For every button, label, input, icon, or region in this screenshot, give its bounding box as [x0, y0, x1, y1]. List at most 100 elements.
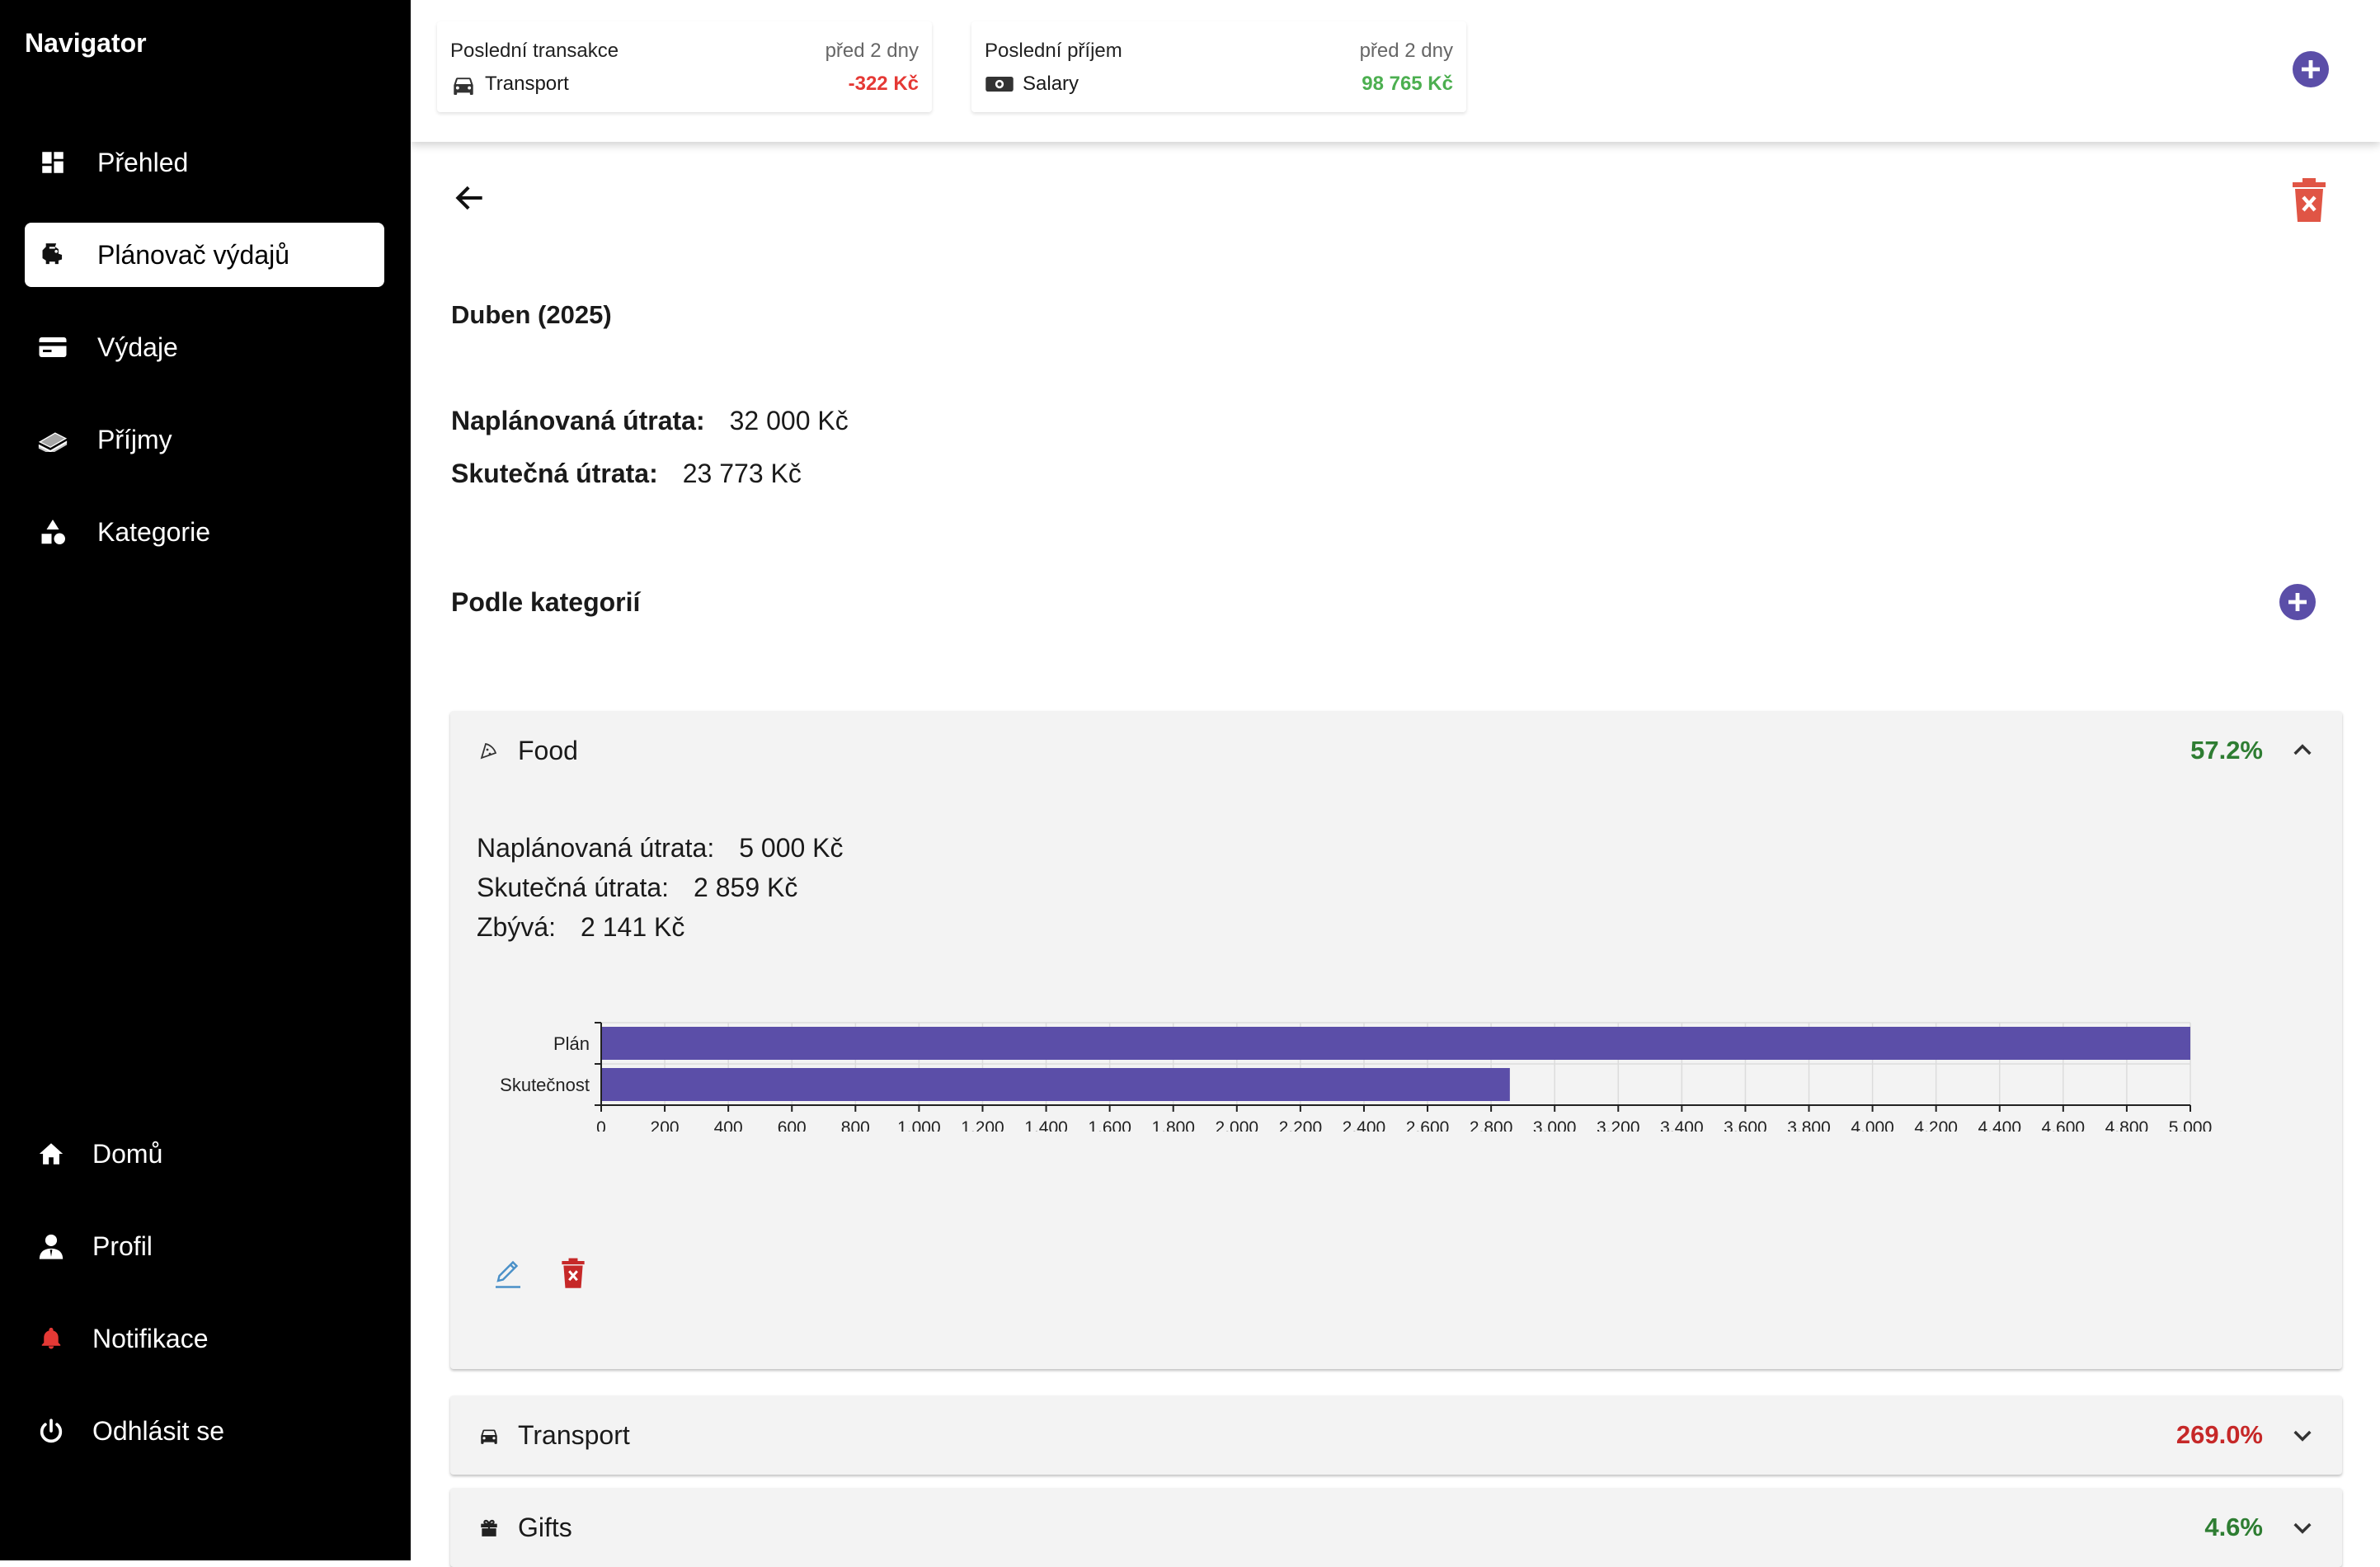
arrow-left-icon: [455, 186, 482, 210]
detail-value: 5 000 Kč: [739, 833, 844, 863]
category-percent: 57.2%: [2190, 736, 2263, 765]
category-panel-gifts: Gifts 4.6%: [450, 1488, 2342, 1567]
x-tick-label: 1,600: [1088, 1118, 1131, 1132]
sidebar-item-kategorie[interactable]: Kategorie: [25, 500, 384, 564]
sidebar-item-label: Notifikace: [92, 1323, 209, 1353]
credit-card-icon: [36, 331, 69, 364]
x-tick-label: 800: [841, 1118, 870, 1132]
piggy-bank-icon: [36, 238, 69, 271]
add-transaction-button[interactable]: [2291, 49, 2331, 89]
x-tick-label: 0: [596, 1118, 606, 1132]
x-tick-label: 2,600: [1406, 1118, 1450, 1132]
chevron-down-icon[interactable]: [2289, 1514, 2316, 1541]
bar: [601, 1027, 2190, 1060]
profile-icon: [35, 1230, 68, 1263]
plus-circle-icon: [2293, 51, 2329, 87]
sidebar-item-label: Kategorie: [97, 516, 210, 547]
planned-spend-value: 32 000 Kč: [729, 406, 849, 435]
x-tick-label: 3,200: [1597, 1118, 1640, 1132]
y-tick-label: Plán: [553, 1033, 590, 1054]
sidebar-item-vydaje[interactable]: Výdaje: [25, 315, 384, 379]
delete-category-button[interactable]: [561, 1257, 586, 1290]
card-time: před 2 dny: [1359, 40, 1453, 62]
x-tick-label: 600: [778, 1118, 807, 1132]
category-percent: 4.6%: [2204, 1513, 2263, 1541]
card-title: Poslední transakce: [450, 40, 619, 62]
edit-category-button[interactable]: [493, 1257, 523, 1290]
delete-plan-button[interactable]: [2291, 176, 2327, 224]
sidebar-item-notifikace[interactable]: Notifikace: [25, 1306, 384, 1371]
bar: [601, 1068, 1510, 1101]
last-income-card[interactable]: Poslední příjem před 2 dny Salary 98 765…: [971, 21, 1466, 112]
card-title: Poslední příjem: [985, 40, 1122, 62]
pizza-icon: [478, 740, 500, 761]
chevron-down-icon[interactable]: [2289, 1422, 2316, 1448]
card-time: před 2 dny: [825, 40, 919, 62]
x-tick-label: 1,200: [961, 1118, 1004, 1132]
category-planned-row: Naplánovaná útrata: 5 000 Kč: [477, 833, 844, 863]
x-tick-label: 2,000: [1216, 1118, 1259, 1132]
x-tick-label: 2,800: [1470, 1118, 1513, 1132]
x-tick-label: 4,200: [1914, 1118, 1958, 1132]
card-category: Salary: [985, 73, 1079, 96]
category-shapes-icon: [36, 515, 69, 548]
gift-icon: [478, 1517, 500, 1538]
category-header[interactable]: Food 57.2%: [450, 711, 2342, 790]
banknote-icon: [985, 74, 1014, 94]
detail-value: 2 141 Kč: [581, 912, 685, 942]
card-category-label: Transport: [485, 73, 569, 95]
y-tick-label: Skutečnost: [500, 1075, 590, 1095]
x-tick-label: 400: [714, 1118, 743, 1132]
sidebar-item-label: Výdaje: [97, 332, 178, 362]
last-transaction-card[interactable]: Poslední transakce před 2 dny Transport …: [437, 21, 932, 112]
chevron-up-icon[interactable]: [2289, 737, 2316, 764]
sidebar-item-planovac[interactable]: Plánovač výdajů: [25, 223, 384, 287]
category-name: Transport: [518, 1419, 630, 1450]
back-button[interactable]: [452, 180, 488, 216]
sidebar: Navigator Přehled Plánovač výdajů Výdaje…: [0, 0, 411, 1560]
card-amount: 98 765 Kč: [1362, 73, 1453, 95]
detail-label: Naplánovaná útrata:: [477, 833, 715, 863]
planned-spend-label: Naplánovaná útrata:: [451, 406, 705, 435]
section-title: Podle kategorií: [451, 587, 641, 617]
x-tick-label: 1,400: [1024, 1118, 1068, 1132]
sidebar-item-label: Příjmy: [97, 424, 172, 454]
plus-circle-icon: [2279, 584, 2316, 620]
detail-label: Skutečná útrata:: [477, 873, 670, 902]
car-icon: [450, 73, 477, 95]
sidebar-item-odhlasit[interactable]: Odhlásit se: [25, 1399, 384, 1463]
add-category-button[interactable]: [2278, 582, 2317, 622]
actual-spend-value: 23 773 Kč: [682, 459, 802, 488]
x-tick-label: 1,000: [897, 1118, 941, 1132]
sidebar-item-label: Přehled: [97, 147, 189, 177]
money-stack-icon: [36, 423, 69, 456]
sidebar-item-profil[interactable]: Profil: [25, 1214, 384, 1278]
detail-label: Zbývá:: [477, 912, 557, 942]
sidebar-item-prijmy[interactable]: Příjmy: [25, 407, 384, 472]
category-header[interactable]: Transport 269.0%: [450, 1395, 2342, 1475]
sidebar-item-prehled[interactable]: Přehled: [25, 130, 384, 195]
car-icon: [478, 1424, 500, 1446]
top-bar: Poslední transakce před 2 dny Transport …: [411, 0, 2380, 142]
plan-vs-actual-chart: Plán Skutečnost 0 200 400 600 800 1,000 1,200 1,4…: [500, 1022, 2213, 1132]
sidebar-item-label: Profil: [92, 1231, 153, 1261]
x-tick-label: 1,800: [1151, 1118, 1195, 1132]
category-actual-row: Skutečná útrata: 2 859 Kč: [477, 873, 797, 903]
power-icon: [35, 1414, 68, 1447]
pencil-icon: [496, 1260, 520, 1288]
sidebar-item-domu[interactable]: Domů: [25, 1122, 384, 1186]
bell-icon: [35, 1322, 68, 1355]
x-tick-label: 3,600: [1724, 1118, 1767, 1132]
home-icon: [35, 1137, 68, 1170]
category-panel-transport: Transport 269.0%: [450, 1395, 2342, 1475]
x-tick-label: 4,600: [2042, 1118, 2086, 1132]
category-remaining-row: Zbývá: 2 141 Kč: [477, 912, 684, 943]
x-tick-label: 5,000: [2169, 1118, 2213, 1132]
x-tick-label: 4,000: [1851, 1118, 1894, 1132]
category-name: Food: [518, 735, 578, 765]
x-tick-label: 4,800: [2105, 1118, 2149, 1132]
sidebar-item-label: Domů: [92, 1138, 163, 1169]
category-header[interactable]: Gifts 4.6%: [450, 1488, 2342, 1567]
detail-value: 2 859 Kč: [694, 873, 798, 902]
x-tick-label: 2,400: [1343, 1118, 1386, 1132]
